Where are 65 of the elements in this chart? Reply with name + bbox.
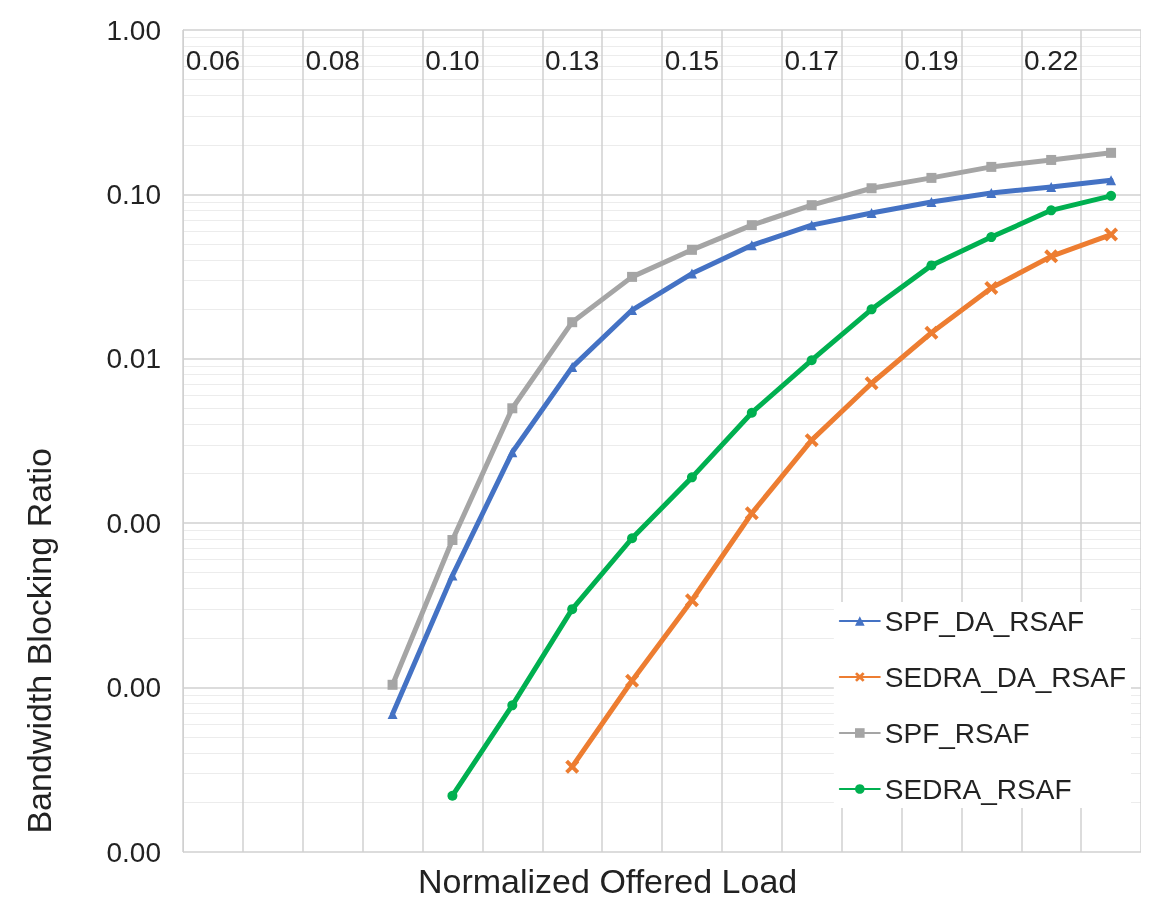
y-tick-label: 0.01 [106, 343, 161, 375]
point [984, 280, 999, 295]
point [567, 604, 578, 615]
point [804, 433, 819, 448]
point [567, 317, 578, 328]
point [1106, 175, 1117, 186]
point [926, 260, 937, 271]
x-tick-label: 0.15 [664, 44, 720, 76]
point [625, 673, 640, 688]
point [447, 790, 458, 801]
point [387, 709, 398, 720]
x-tick-label: 0.17 [784, 44, 839, 76]
point [926, 196, 937, 207]
point [627, 271, 638, 282]
x-tick-label: 0.08 [305, 44, 360, 76]
point [926, 172, 937, 183]
point [1044, 249, 1059, 264]
x-tick-label: 0.22 [1023, 44, 1079, 76]
point [986, 232, 997, 243]
point [1046, 181, 1057, 192]
x-tick-label: 0.19 [904, 44, 959, 76]
y-tick-label: 0.00 [106, 507, 161, 539]
point [986, 161, 997, 172]
x-tick-label: 0.06 [185, 44, 241, 76]
point [746, 240, 757, 251]
legend-label: SEDRA_RSAF [884, 773, 1072, 805]
point [627, 533, 638, 544]
point [744, 506, 759, 521]
point [806, 355, 817, 366]
point [1106, 147, 1117, 158]
point [806, 220, 817, 231]
legend-label: SPF_DA_RSAF [884, 605, 1084, 637]
point [1106, 190, 1117, 201]
point [746, 220, 757, 231]
point [507, 447, 518, 458]
point [866, 183, 877, 194]
y-tick-label: 0.10 [106, 178, 161, 210]
point [866, 208, 877, 219]
point [507, 403, 518, 414]
x-axis-title: Normalized Offered Load [418, 862, 798, 900]
x-tick-label: 0.10 [425, 44, 480, 76]
point [746, 407, 757, 418]
point [1046, 154, 1057, 165]
legend-label: SEDRA_DA_RSAF [884, 661, 1126, 693]
point [686, 244, 697, 255]
point [507, 700, 518, 711]
point [447, 535, 458, 546]
point [1104, 227, 1119, 242]
legend-label: SPF_RSAF [884, 717, 1030, 749]
point [565, 759, 580, 774]
x-tick-label: 0.13 [544, 44, 600, 76]
y-tick-label: 1.00 [106, 14, 161, 46]
point [924, 325, 939, 340]
point [806, 200, 817, 211]
point [447, 570, 458, 581]
point [864, 376, 879, 391]
y-tick-label: 0.00 [106, 836, 161, 868]
point [684, 593, 699, 608]
y-tick-label: 0.00 [106, 672, 161, 704]
point [1046, 205, 1057, 216]
point [387, 679, 398, 690]
point [686, 472, 697, 483]
point [866, 304, 877, 315]
point [986, 187, 997, 198]
y-axis-title: Bandwidth Blocking Ratio [20, 447, 58, 834]
